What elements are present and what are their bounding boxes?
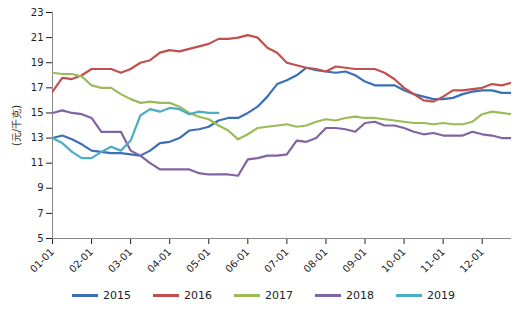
svg-text:17: 17 [31,82,44,93]
svg-text:19: 19 [31,57,44,68]
svg-text:15: 15 [31,107,44,118]
svg-text:04-01: 04-01 [145,246,173,274]
svg-text:23: 23 [31,7,44,18]
svg-text:09-01: 09-01 [340,246,368,274]
svg-text:21: 21 [31,32,44,43]
html-text:2016: 2016 [184,288,212,302]
svg-text:01-01: 01-01 [28,246,56,274]
svg-text:(元/千克): (元/千克) [11,105,22,146]
svg-text:9: 9 [37,182,43,193]
svg-text:12-01: 12-01 [458,246,486,274]
html-text:2015: 2015 [103,288,131,302]
svg-text:05-01: 05-01 [184,246,212,274]
svg-text:11-01: 11-01 [418,246,446,274]
svg-text:5: 5 [37,233,43,244]
svg-text:7: 7 [37,208,43,219]
svg-text:13: 13 [31,132,44,143]
svg-text:06-01: 06-01 [223,246,251,274]
svg-text:07-01: 07-01 [262,246,290,274]
svg-text:02-01: 02-01 [67,246,95,274]
html-text:2017: 2017 [265,288,293,302]
svg-text:10-01: 10-01 [379,246,407,274]
svg-text:08-01: 08-01 [301,246,329,274]
html-text:2019: 2019 [427,288,455,302]
svg-text:03-01: 03-01 [106,246,134,274]
html-text:2018: 2018 [346,288,374,302]
svg-text:11: 11 [31,157,44,168]
